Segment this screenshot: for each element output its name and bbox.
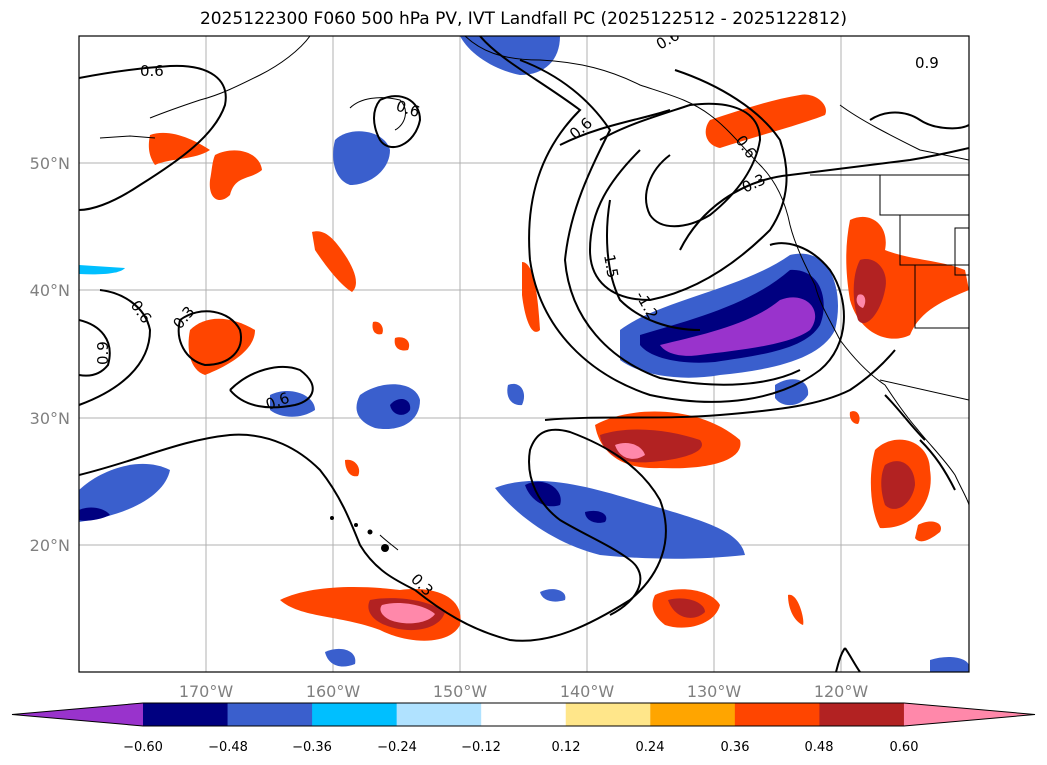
colorbar xyxy=(11,702,1036,727)
contour-label: 0.6 xyxy=(140,62,164,80)
pv-anomaly-negative-blob xyxy=(325,648,356,667)
lat-label: 30°N xyxy=(30,409,70,428)
colorbar-segment xyxy=(734,703,820,726)
colorbar-segment xyxy=(396,703,482,726)
lon-label: 120°W xyxy=(814,682,869,701)
pv-anomaly-negative-blob xyxy=(270,390,315,417)
lon-label: 170°W xyxy=(179,682,234,701)
pv-anomaly-negative-blob xyxy=(540,589,566,602)
lat-label: 40°N xyxy=(30,281,70,300)
latitude-labels: 50°N 40°N 30°N 20°N xyxy=(30,154,70,555)
pv-anomaly-negative-main xyxy=(620,253,838,378)
contour-label: 0.9 xyxy=(94,341,112,365)
pv-anomaly-positive-baja xyxy=(870,439,931,529)
pv-anomaly-positive-blob xyxy=(705,94,826,148)
map-title: 2025122300 F060 500 hPa PV, IVT Landfall… xyxy=(199,9,847,29)
colorbar-tick: −0.48 xyxy=(208,740,248,755)
map-border xyxy=(78,35,970,673)
colorbar-extend-max xyxy=(903,703,1035,726)
colorbar-tick: 0.36 xyxy=(721,740,750,755)
pv-anomaly-positive-blob xyxy=(788,594,804,625)
pv-anomaly-negative-blob xyxy=(930,657,969,672)
colorbar-outline xyxy=(11,702,1036,727)
colorbar-tick: −0.36 xyxy=(292,740,332,755)
pv-anomaly-positive-blob xyxy=(345,459,360,477)
colorbar-segment xyxy=(565,703,651,726)
contours xyxy=(79,36,969,672)
lon-label: 140°W xyxy=(560,682,615,701)
pv-anomaly-positive-blob xyxy=(372,321,383,335)
colorbar-segment xyxy=(650,703,736,726)
pv-anomaly-positive-blob xyxy=(915,521,941,542)
pv-anomaly-positive-blob xyxy=(522,262,540,332)
colorbar-tick: −0.60 xyxy=(123,740,163,755)
colorbar-tick: 0.24 xyxy=(636,740,665,755)
pv-anomaly-positive-core xyxy=(668,598,705,618)
coastlines xyxy=(99,36,969,551)
pv-anomaly-negative-core xyxy=(390,398,411,415)
hawaii-islands xyxy=(330,516,389,552)
colorbar-segment xyxy=(312,703,398,726)
pv-anomaly-positive-blob xyxy=(148,132,210,165)
colorbar-tick: 0.12 xyxy=(552,740,581,755)
pv-anomaly-negative-blob xyxy=(79,463,170,522)
pv-anomaly-positive-blob xyxy=(849,411,860,424)
colorbar-segment xyxy=(819,703,905,726)
pv-anomaly-positive-blob xyxy=(209,150,262,200)
lat-label: 20°N xyxy=(30,536,70,555)
colorbar-extend-min xyxy=(12,703,143,726)
colorbar-segment xyxy=(227,703,313,726)
pv-anomaly-positive-hawaii xyxy=(280,587,461,641)
colorbar-tick: 0.48 xyxy=(805,740,834,755)
contour-label: 0.9 xyxy=(915,54,939,72)
contour-label: -1.5 xyxy=(599,248,622,280)
pv-anomaly-negative-blob xyxy=(507,383,525,406)
colorbar-tick: −0.24 xyxy=(377,740,417,755)
pv-anomaly-positive-blob xyxy=(394,337,410,351)
longitude-labels: 170°W 160°W 150°W 140°W 130°W 120°W xyxy=(179,682,869,701)
pv-anomaly-negative-blob xyxy=(775,379,809,406)
pv-anomaly-negative-core xyxy=(79,507,110,521)
colorbar-tick: 0.60 xyxy=(890,740,919,755)
colorbar-tick: −0.12 xyxy=(461,740,501,755)
pv-anomaly-negative-blob xyxy=(79,265,125,275)
pv-anomaly-positive-california xyxy=(846,216,969,339)
lon-label: 150°W xyxy=(433,682,488,701)
lon-label: 160°W xyxy=(306,682,361,701)
pv-anomaly-positive-blob xyxy=(312,231,356,292)
lon-label: 130°W xyxy=(687,682,742,701)
pv-anomaly-positive-blob xyxy=(188,318,255,375)
colorbar-segment xyxy=(481,703,567,726)
pv-anomaly-negative-blob xyxy=(333,131,390,185)
colorbar-segment xyxy=(143,703,229,726)
colorbar-ticks: −0.60 −0.48 −0.36 −0.24 −0.12 0.12 0.24 … xyxy=(123,740,918,755)
pv-anomaly-positive-central xyxy=(595,411,741,469)
lat-label: 50°N xyxy=(30,154,70,173)
pv-anomaly-negative-blob xyxy=(356,384,420,430)
